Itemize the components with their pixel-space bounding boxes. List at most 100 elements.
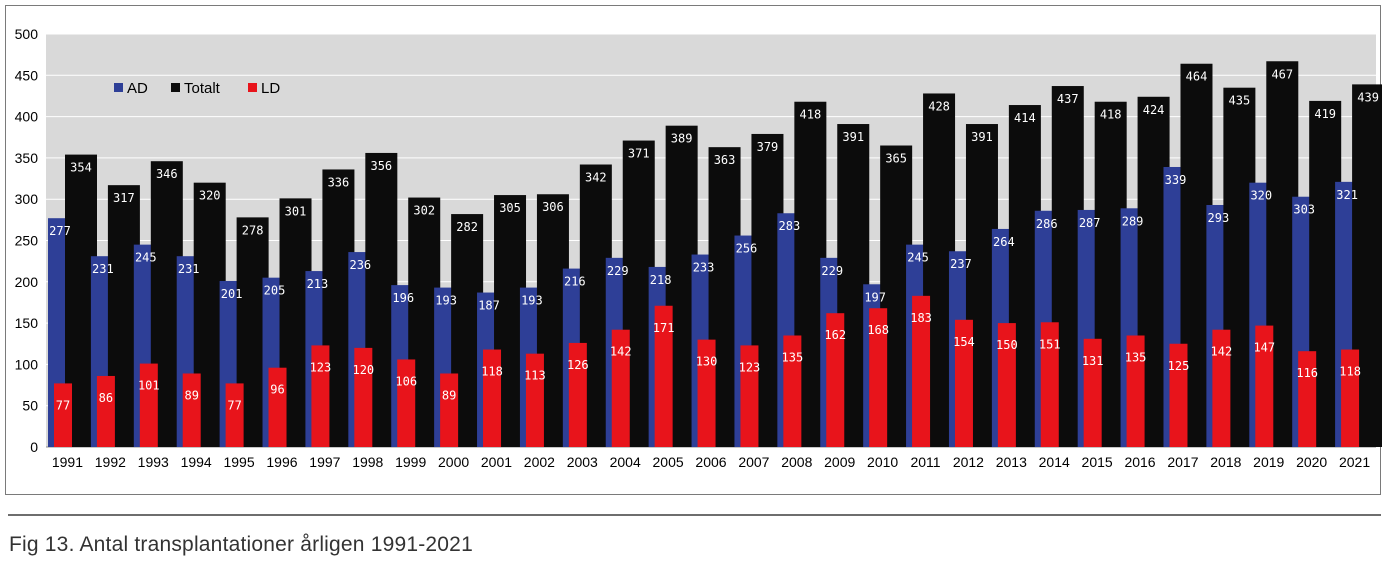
data-label-ld: 77 <box>56 398 70 412</box>
chart-frame: 0 50 100 150 200 250 300 350 400 450 500 354 277 77 19… <box>5 5 1382 495</box>
bar-ld <box>611 329 630 447</box>
data-label-totalt: 389 <box>671 132 693 146</box>
x-tick-label: 2000 <box>438 454 469 470</box>
x-tick-label: 2005 <box>653 454 684 470</box>
bar-ld <box>1083 338 1102 447</box>
x-tick-label: 1995 <box>223 454 254 470</box>
data-label-totalt: 435 <box>1229 94 1251 108</box>
x-tick-label: 2013 <box>996 454 1027 470</box>
data-label-ld: 130 <box>696 355 718 369</box>
y-tick-label: 100 <box>15 356 39 372</box>
data-label-totalt: 419 <box>1314 107 1336 121</box>
bar-ld <box>483 349 502 447</box>
bar-ld <box>783 335 802 447</box>
bar-ld <box>1298 351 1317 447</box>
data-label-ad: 201 <box>221 287 243 301</box>
data-label-ld: 120 <box>352 363 374 377</box>
x-tick-label: 2003 <box>567 454 598 470</box>
y-tick-label: 250 <box>15 233 39 249</box>
bar-ld <box>740 345 759 447</box>
data-label-ad: 286 <box>1036 217 1058 231</box>
x-tick-label: 2002 <box>524 454 555 470</box>
data-label-ad: 277 <box>49 224 71 238</box>
x-tick-label: 1997 <box>309 454 340 470</box>
data-label-ld: 123 <box>739 360 761 374</box>
bar-ld <box>869 308 888 447</box>
data-label-totalt: 306 <box>542 200 564 214</box>
data-label-totalt: 418 <box>800 108 822 122</box>
y-tick-label: 50 <box>22 398 38 414</box>
y-tick-label: 350 <box>15 150 39 166</box>
legend-label: Totalt <box>184 80 221 97</box>
data-label-ad: 321 <box>1336 188 1358 202</box>
bar-ld <box>1040 322 1059 447</box>
x-tick-label: 1991 <box>52 454 83 470</box>
data-label-totalt: 363 <box>714 153 736 167</box>
data-label-ad: 245 <box>135 251 157 265</box>
data-label-totalt: 342 <box>585 171 607 185</box>
data-label-ld: 125 <box>1168 359 1190 373</box>
data-label-ld: 86 <box>99 391 113 405</box>
bar-ld <box>1255 325 1274 447</box>
data-label-ad: 264 <box>993 235 1015 249</box>
data-label-totalt: 418 <box>1100 108 1122 122</box>
data-label-ad: 213 <box>307 277 329 291</box>
data-label-ld: 142 <box>610 345 632 359</box>
bar-ld <box>697 339 716 447</box>
data-label-ld: 154 <box>953 335 975 349</box>
data-label-ad: 320 <box>1250 189 1272 203</box>
legend-label: LD <box>261 80 280 97</box>
x-tick-label: 2001 <box>481 454 512 470</box>
y-tick-label: 450 <box>15 67 39 83</box>
figure-caption: Fig 13. Antal transplantationer årligen … <box>9 533 473 556</box>
bar-ld <box>96 375 115 447</box>
data-label-ld: 89 <box>442 388 456 402</box>
data-label-ad: 193 <box>435 294 457 308</box>
data-label-ad: 287 <box>1079 216 1101 230</box>
x-tick-label: 2021 <box>1339 454 1370 470</box>
x-tick-label: 2006 <box>695 454 726 470</box>
data-label-totalt: 424 <box>1143 103 1165 117</box>
data-label-totalt: 354 <box>70 161 92 175</box>
x-tick-label: 2012 <box>953 454 984 470</box>
data-label-ld: 126 <box>567 358 589 372</box>
y-tick-label: 400 <box>15 109 39 125</box>
data-label-ad: 196 <box>392 291 414 305</box>
data-label-totalt: 305 <box>499 201 521 215</box>
data-label-ad: 236 <box>349 258 371 272</box>
y-tick-label: 150 <box>15 315 39 331</box>
data-label-ld: 171 <box>653 321 675 335</box>
legend-label: AD <box>127 80 148 97</box>
x-tick-label: 2010 <box>867 454 898 470</box>
x-tick-label: 1993 <box>138 454 169 470</box>
data-label-ld: 118 <box>1339 365 1361 379</box>
data-label-totalt: 428 <box>928 99 950 113</box>
data-label-ad: 245 <box>907 251 929 265</box>
x-tick-label: 2020 <box>1296 454 1327 470</box>
data-label-ld: 118 <box>481 365 503 379</box>
bar-ld <box>1341 349 1360 447</box>
data-label-ld: 106 <box>395 374 417 388</box>
data-label-ld: 89 <box>184 388 198 402</box>
x-tick-label: 1992 <box>95 454 126 470</box>
data-label-totalt: 414 <box>1014 111 1036 125</box>
data-label-ld: 147 <box>1253 341 1275 355</box>
data-label-totalt: 317 <box>113 191 135 205</box>
data-label-ad: 205 <box>264 284 286 298</box>
data-label-ad: 218 <box>650 273 672 287</box>
y-tick-label: 200 <box>15 274 39 290</box>
bar-ld <box>54 383 72 447</box>
data-label-ld: 142 <box>1211 345 1233 359</box>
data-label-totalt: 282 <box>456 220 478 234</box>
x-tick-label: 2018 <box>1210 454 1241 470</box>
data-label-totalt: 467 <box>1271 67 1293 81</box>
data-label-totalt: 391 <box>842 130 864 144</box>
data-label-totalt: 301 <box>285 204 307 218</box>
data-label-totalt: 437 <box>1057 92 1079 106</box>
data-label-ad: 193 <box>521 294 543 308</box>
x-tick-label: 1994 <box>181 454 212 470</box>
x-tick-label: 1999 <box>395 454 426 470</box>
data-label-ad: 289 <box>1122 214 1144 228</box>
data-label-totalt: 464 <box>1186 70 1208 84</box>
y-tick-label: 500 <box>15 26 39 42</box>
